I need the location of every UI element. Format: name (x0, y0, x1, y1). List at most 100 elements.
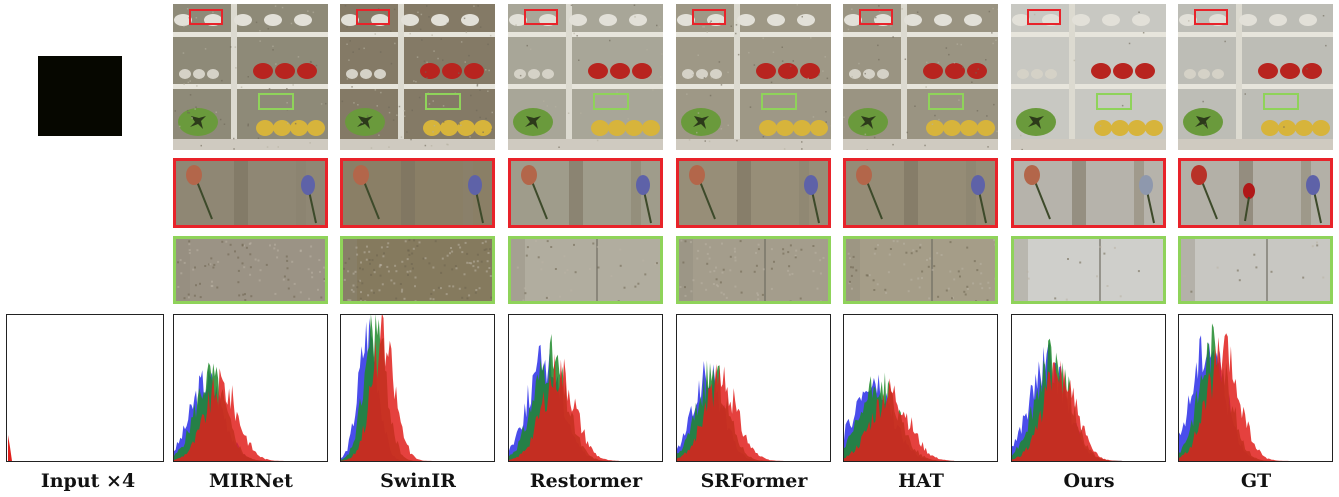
noise-speck (1311, 245, 1314, 248)
noise-speck (318, 259, 321, 262)
noise-speck (782, 252, 785, 255)
noise-speck (957, 270, 960, 273)
noise-speck (715, 278, 718, 281)
noise-speck (901, 8, 903, 10)
noise-speck (642, 259, 645, 262)
noise-speck (710, 77, 713, 79)
noise-speck (446, 143, 448, 146)
noise-speck (1119, 295, 1122, 298)
noise-speck (926, 259, 928, 261)
noise-speck (921, 277, 923, 280)
red-crop-ours (1011, 158, 1166, 228)
noise-speck (466, 261, 469, 264)
noise-speck (819, 259, 822, 262)
noise-speck (276, 249, 279, 252)
noise-speck (406, 131, 408, 133)
noise-speck (794, 256, 797, 259)
noise-speck (720, 291, 723, 294)
green-crop-restormer (508, 236, 663, 304)
noise-speck (702, 26, 704, 28)
noise-speck (441, 257, 444, 260)
noise-speck (903, 263, 906, 266)
noise-speck (1316, 244, 1319, 247)
noise-speck (573, 243, 575, 246)
noise-speck (616, 91, 618, 93)
noise-speck (684, 294, 687, 297)
noise-speck (479, 26, 482, 28)
noise-speck (945, 47, 948, 49)
noise-speck (996, 130, 998, 133)
noise-speck (864, 133, 867, 136)
noise-speck (1137, 270, 1140, 273)
noise-speck (720, 84, 723, 86)
noise-speck (428, 262, 431, 265)
noise-speck (241, 262, 244, 265)
noise-speck (479, 116, 481, 119)
noise-speck (994, 243, 995, 246)
noise-speck (782, 248, 785, 251)
scene-thumbnail-restormer (508, 4, 663, 150)
noise-speck (705, 288, 708, 291)
noise-speck (359, 297, 362, 300)
noise-speck (729, 255, 732, 258)
noise-speck (740, 291, 743, 294)
noise-speck (578, 59, 580, 61)
noise-speck (439, 287, 442, 290)
noise-speck (352, 290, 355, 293)
noise-speck (347, 299, 350, 301)
histogram-restormer (508, 314, 663, 462)
noise-speck (209, 263, 212, 266)
noise-speck (1238, 279, 1241, 282)
noise-speck (373, 268, 375, 271)
noise-speck (294, 122, 297, 125)
noise-speck (366, 245, 368, 248)
noise-speck (734, 250, 736, 253)
histogram-input (6, 314, 164, 462)
noise-speck (528, 248, 531, 251)
noise-speck (892, 36, 894, 38)
noise-speck (866, 274, 869, 277)
noise-speck (519, 74, 522, 77)
noise-speck (437, 57, 439, 60)
noise-speck (919, 243, 922, 246)
noise-speck (906, 131, 908, 134)
noise-speck (386, 265, 389, 268)
noise-speck (390, 62, 393, 65)
noise-speck (953, 62, 956, 64)
noise-speck (414, 300, 417, 301)
noise-speck (371, 259, 374, 262)
noise-speck (183, 25, 185, 28)
noise-speck (429, 297, 432, 300)
noise-speck (825, 121, 827, 123)
noise-speck (787, 251, 790, 254)
noise-speck (737, 53, 740, 56)
noise-speck (596, 245, 599, 248)
noise-speck (719, 281, 722, 284)
noise-speck (210, 284, 213, 287)
noise-speck (183, 297, 186, 300)
noise-speck (254, 258, 257, 261)
noise-speck (448, 285, 451, 288)
noise-speck (248, 243, 251, 245)
noise-speck (692, 74, 694, 76)
noise-speck (966, 246, 969, 249)
noise-speck (925, 86, 927, 88)
noise-speck (703, 26, 706, 28)
noise-speck (399, 283, 402, 285)
noise-speck (440, 38, 442, 40)
noise-speck (623, 286, 626, 289)
noise-speck (319, 270, 321, 273)
red-roi-box (356, 9, 390, 25)
noise-speck (820, 300, 822, 301)
noise-speck (515, 24, 517, 26)
noise-speck (696, 257, 699, 260)
noise-speck (907, 290, 910, 293)
noise-speck (877, 44, 879, 47)
noise-speck (286, 259, 289, 262)
noise-speck (187, 296, 190, 299)
noise-speck (770, 267, 773, 270)
noise-speck (290, 22, 293, 25)
green-roi-box (1096, 93, 1132, 110)
noise-speck (212, 266, 215, 269)
noise-speck (406, 258, 409, 261)
